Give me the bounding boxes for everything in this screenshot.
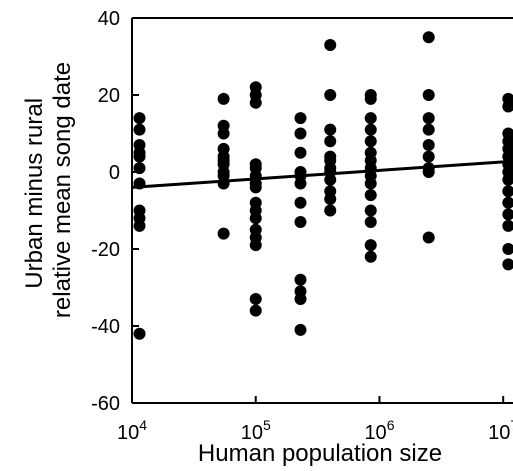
data-point	[294, 293, 307, 306]
y-tick-label: 40	[98, 8, 120, 30]
data-point	[364, 239, 377, 252]
data-point	[133, 150, 146, 163]
data-point	[133, 219, 146, 232]
data-point	[324, 192, 337, 205]
data-point	[502, 258, 513, 271]
data-point	[294, 196, 307, 209]
data-point	[422, 89, 435, 101]
y-axis-title-line-2: relative mean song date	[49, 62, 76, 318]
data-point	[133, 123, 146, 136]
data-point	[502, 196, 513, 209]
data-point	[364, 250, 377, 263]
data-point	[133, 327, 146, 340]
data-point	[502, 243, 513, 255]
data-point	[422, 31, 435, 44]
data-point	[294, 127, 307, 140]
data-point	[364, 112, 377, 125]
y-tick-label: 20	[98, 85, 120, 107]
data-point	[364, 123, 377, 136]
x-tick-label: 104	[117, 417, 147, 444]
data-point	[294, 112, 307, 125]
y-tick-label: -60	[91, 393, 120, 415]
data-point	[324, 135, 337, 148]
axes	[131, 17, 513, 404]
data-point	[422, 139, 435, 152]
y-tick-label: -40	[91, 316, 120, 338]
data-point	[364, 177, 377, 190]
y-axis-title-line-1: Urban minus rural	[21, 98, 48, 289]
data-point	[502, 173, 513, 186]
data-point	[249, 239, 262, 252]
data-point	[364, 189, 377, 202]
data-point	[133, 162, 146, 175]
data-point	[422, 123, 435, 136]
data-point	[294, 177, 307, 190]
data-point	[294, 323, 307, 336]
data-point	[502, 100, 513, 113]
data-point	[133, 112, 146, 125]
data-point	[249, 96, 262, 109]
data-point	[422, 231, 435, 244]
data-point	[217, 127, 230, 140]
data-point	[422, 112, 435, 125]
data-point	[217, 92, 230, 105]
fit-line	[131, 159, 513, 189]
data-point	[249, 304, 262, 317]
data-point	[502, 185, 513, 198]
data-point	[324, 123, 337, 136]
data-point	[294, 216, 307, 229]
data-point	[364, 216, 377, 229]
data-point	[364, 204, 377, 217]
data-points	[133, 31, 513, 340]
data-point	[502, 219, 513, 232]
data-point	[324, 173, 337, 186]
data-point	[422, 150, 435, 163]
x-tick-label: 105	[241, 417, 271, 444]
data-point	[294, 273, 307, 286]
data-point	[324, 204, 337, 217]
data-point	[364, 92, 377, 105]
y-tick-label: -20	[91, 239, 120, 261]
data-point	[249, 212, 262, 225]
data-point	[422, 166, 435, 178]
y-tick-label: 0	[109, 162, 120, 184]
data-point	[324, 89, 337, 101]
regression-line	[131, 159, 513, 189]
data-point	[249, 293, 262, 306]
y-axis-title: Urban minus rural relative mean song dat…	[21, 62, 76, 318]
data-point	[324, 38, 337, 51]
data-point	[502, 208, 513, 221]
data-point	[294, 146, 307, 159]
x-tick-label: 107	[488, 417, 513, 444]
x-tick-label: 106	[364, 417, 394, 444]
x-axis-title: Human population size	[198, 440, 442, 467]
data-point	[217, 227, 230, 240]
data-point	[249, 181, 262, 194]
data-point	[364, 135, 377, 148]
